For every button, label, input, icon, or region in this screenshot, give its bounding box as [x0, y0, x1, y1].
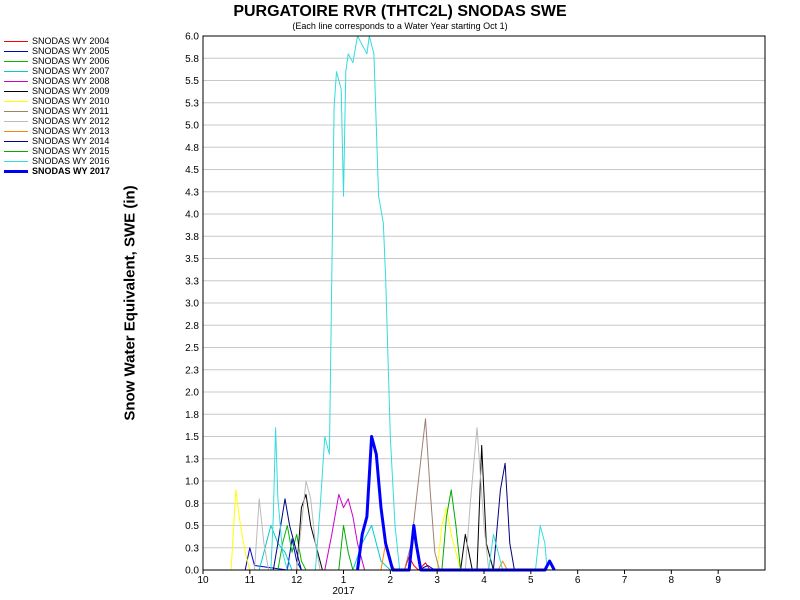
y-tick-label: 4.3: [185, 187, 199, 198]
x-tick-label: 4: [481, 575, 487, 586]
series-line: [277, 525, 307, 571]
y-tick-label: 4.8: [185, 143, 199, 154]
legend-item: SNODAS WY 2011: [4, 106, 110, 116]
y-tick-label: 0.5: [185, 521, 199, 532]
y-tick-label: 2.5: [185, 343, 199, 354]
legend-swatch: [4, 160, 28, 162]
x-tick-label: 12: [291, 575, 303, 586]
grid-layer: [203, 35, 765, 571]
x-tick-label: 1: [341, 575, 347, 586]
series-line: [403, 556, 431, 571]
x-tick-label: 8: [669, 575, 675, 586]
series-line: [244, 538, 436, 571]
legend-swatch: [4, 110, 28, 112]
x-tick-label: 2: [388, 575, 394, 586]
y-tick-label: 3.8: [185, 232, 199, 243]
legend: SNODAS WY 2004 SNODAS WY 2005 SNODAS WY 20…: [4, 36, 110, 176]
legend-label: SNODAS WY 2004: [32, 36, 110, 46]
chart-subtitle: (Each line corresponds to a Water Year s…: [292, 21, 508, 31]
legend-label: SNODAS WY 2015: [32, 146, 110, 156]
legend-label: SNODAS WY 2017: [32, 166, 110, 176]
x-tick-label: 9: [715, 575, 721, 586]
y-tick-label: 2.0: [185, 388, 199, 399]
legend-item: SNODAS WY 2012: [4, 116, 110, 126]
legend-label: SNODAS WY 2009: [32, 86, 110, 96]
y-tick-label: 0.8: [185, 499, 199, 510]
legend-swatch: [4, 40, 28, 42]
legend-swatch: [4, 80, 28, 82]
y-tick-label: 5.8: [185, 54, 199, 65]
axis-layer: 0.0 0.3 0.5 0.8 1.0 1.3 1.5 1.8 2.0 2.3 2.5 2.8 3.0 3…: [185, 32, 766, 597]
legend-item: SNODAS WY 2008: [4, 76, 110, 86]
legend-item: SNODAS WY 2006: [4, 56, 110, 66]
legend-swatch: [4, 120, 28, 122]
x-tick-label: 11: [245, 575, 256, 586]
legend-label: SNODAS WY 2008: [32, 76, 110, 86]
y-tick-label: 0.0: [185, 566, 199, 577]
legend-swatch: [4, 150, 28, 152]
x-year-label: 2017: [332, 586, 355, 597]
legend-item: SNODAS WY 2014: [4, 136, 110, 146]
legend-item: SNODAS WY 2015: [4, 146, 110, 156]
legend-item: SNODAS WY 2004: [4, 36, 110, 46]
y-tick-label: 0.3: [185, 543, 199, 554]
legend-swatch: [4, 130, 28, 132]
legend-item: SNODAS WY 2007: [4, 66, 110, 76]
legend-swatch: [4, 70, 28, 72]
legend-label: SNODAS WY 2014: [32, 136, 110, 146]
y-tick-label: 3.0: [185, 299, 199, 310]
x-tick-label: 5: [528, 575, 534, 586]
plot-border: [202, 35, 766, 571]
y-tick-label: 1.8: [185, 410, 199, 421]
y-tick-label: 6.0: [185, 32, 199, 43]
legend-item: SNODAS WY 2010: [4, 96, 110, 106]
legend-swatch: [4, 90, 28, 92]
legend-label: SNODAS WY 2011: [32, 106, 109, 116]
y-tick-label: 4.5: [185, 165, 199, 176]
legend-label: SNODAS WY 2012: [32, 116, 110, 126]
y-tick-label: 1.5: [185, 432, 199, 443]
series-line: [324, 493, 366, 571]
x-tick-label: 3: [434, 575, 440, 586]
y-tick-label: 5.0: [185, 121, 199, 132]
x-tick-label: 6: [575, 575, 581, 586]
y-tick-label: 5.3: [185, 98, 199, 109]
legend-label: SNODAS WY 2016: [32, 156, 110, 166]
y-tick-label: 2.8: [185, 321, 199, 332]
y-tick-label: 5.5: [185, 76, 199, 87]
legend-label: SNODAS WY 2007: [32, 66, 110, 76]
legend-item: SNODAS WY 2009: [4, 86, 110, 96]
legend-swatch: [4, 60, 28, 62]
x-tick-label: 10: [197, 575, 209, 586]
series-line: [254, 427, 490, 571]
legend-label: SNODAS WY 2013: [32, 126, 110, 136]
y-tick-label: 3.5: [185, 254, 199, 265]
y-tick-label: 1.3: [185, 454, 199, 465]
y-axis-label: Snow Water Equivalent, SWE (in): [121, 185, 139, 421]
y-tick-label: 1.0: [185, 477, 199, 488]
legend-item: SNODAS WY 2017: [4, 166, 110, 176]
legend-swatch: [4, 169, 28, 173]
legend-swatch: [4, 140, 28, 142]
chart-title: PURGATOIRE RVR (THTC2L) SNODAS SWE: [233, 3, 567, 20]
y-tick-label: 4.0: [185, 210, 199, 221]
legend-label: SNODAS WY 2005: [32, 46, 110, 56]
legend-label: SNODAS WY 2010: [32, 96, 110, 106]
legend-item: SNODAS WY 2005: [4, 46, 110, 56]
legend-swatch: [4, 100, 28, 102]
y-tick-label: 3.3: [185, 276, 199, 287]
legend-swatch: [4, 50, 28, 52]
y-tick-label: 2.3: [185, 365, 199, 376]
x-tick-label: 7: [622, 575, 628, 586]
legend-label: SNODAS WY 2006: [32, 56, 110, 66]
legend-item: SNODAS WY 2013: [4, 126, 110, 136]
legend-item: SNODAS WY 2016: [4, 156, 110, 166]
